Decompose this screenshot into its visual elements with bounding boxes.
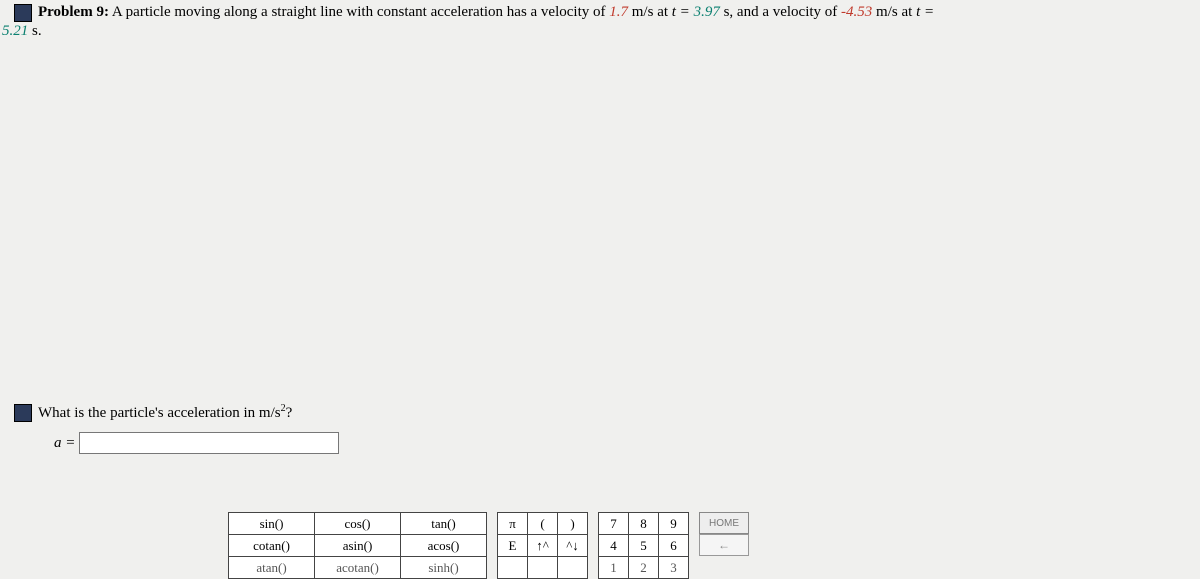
problem-label: Problem 9: xyxy=(38,4,109,20)
answer-row: a = xyxy=(54,432,1200,454)
unit-1: m/s xyxy=(628,4,653,20)
num-2[interactable]: 2 xyxy=(629,557,659,579)
fn-asin[interactable]: asin() xyxy=(315,535,401,557)
fn-atan[interactable]: atan() xyxy=(229,557,315,579)
fn-cos[interactable]: cos() xyxy=(315,513,401,535)
time-2: 5.21 xyxy=(2,23,28,39)
question-text: What is the particle's acceleration in m… xyxy=(38,403,292,422)
time-1: 3.97 xyxy=(694,4,720,20)
sym-rparen[interactable]: ) xyxy=(558,513,588,535)
sym-pi[interactable]: π xyxy=(498,513,528,535)
num-7[interactable]: 7 xyxy=(599,513,629,535)
problem-text: Problem 9: A particle moving along a str… xyxy=(38,2,1200,23)
problem-body-1: A particle moving along a straight line … xyxy=(112,4,609,20)
sym-blank-3[interactable] xyxy=(558,557,588,579)
home-button[interactable]: HOME xyxy=(699,512,749,534)
fn-sin[interactable]: sin() xyxy=(229,513,315,535)
sym-blank-2[interactable] xyxy=(528,557,558,579)
back-arrow-button[interactable]: ← xyxy=(699,534,749,556)
t-eq-1: t = xyxy=(672,4,694,20)
fn-acotan[interactable]: acotan() xyxy=(315,557,401,579)
problem-statement-row: Problem 9: A particle moving along a str… xyxy=(0,0,1200,25)
problem-second-line: 5.21 s. xyxy=(0,23,1200,40)
question-marker xyxy=(14,404,32,422)
num-1[interactable]: 1 xyxy=(599,557,629,579)
num-5[interactable]: 5 xyxy=(629,535,659,557)
at-1: at xyxy=(653,4,671,20)
sec-2: s. xyxy=(28,23,41,39)
sym-powdown[interactable]: ^↓ xyxy=(558,535,588,557)
fn-cotan[interactable]: cotan() xyxy=(229,535,315,557)
sym-e[interactable]: E xyxy=(498,535,528,557)
num-4[interactable]: 4 xyxy=(599,535,629,557)
keypad-functions: sin() cos() tan() cotan() asin() acos() … xyxy=(228,512,487,579)
keypad-numbers: 7 8 9 4 5 6 1 2 3 xyxy=(598,512,689,579)
sec-1: s xyxy=(720,4,730,20)
fn-tan[interactable]: tan() xyxy=(401,513,487,535)
num-6[interactable]: 6 xyxy=(659,535,689,557)
num-3[interactable]: 3 xyxy=(659,557,689,579)
section-marker xyxy=(14,4,32,22)
question-mark: ? xyxy=(286,405,293,421)
num-9[interactable]: 9 xyxy=(659,513,689,535)
keypad: sin() cos() tan() cotan() asin() acos() … xyxy=(228,512,749,579)
and-vel: , and a velocity of xyxy=(729,4,841,20)
sym-powup[interactable]: ↑^ xyxy=(528,535,558,557)
sym-lparen[interactable]: ( xyxy=(528,513,558,535)
keypad-side: HOME ← xyxy=(699,512,749,579)
t-eq-2: t = xyxy=(916,4,934,20)
sym-blank-1[interactable] xyxy=(498,557,528,579)
velocity-1: 1.7 xyxy=(609,4,628,20)
answer-label: a = xyxy=(54,435,75,452)
num-8[interactable]: 8 xyxy=(629,513,659,535)
answer-input[interactable] xyxy=(79,432,339,454)
fn-sinh[interactable]: sinh() xyxy=(401,557,487,579)
fn-acos[interactable]: acos() xyxy=(401,535,487,557)
unit-2: m/s xyxy=(872,4,897,20)
question-body: What is the particle's acceleration in m… xyxy=(38,405,281,421)
at-2: at xyxy=(898,4,916,20)
velocity-2: -4.53 xyxy=(841,4,872,20)
question-row: What is the particle's acceleration in m… xyxy=(0,402,1200,422)
keypad-symbols: π ( ) E ↑^ ^↓ xyxy=(497,512,588,579)
